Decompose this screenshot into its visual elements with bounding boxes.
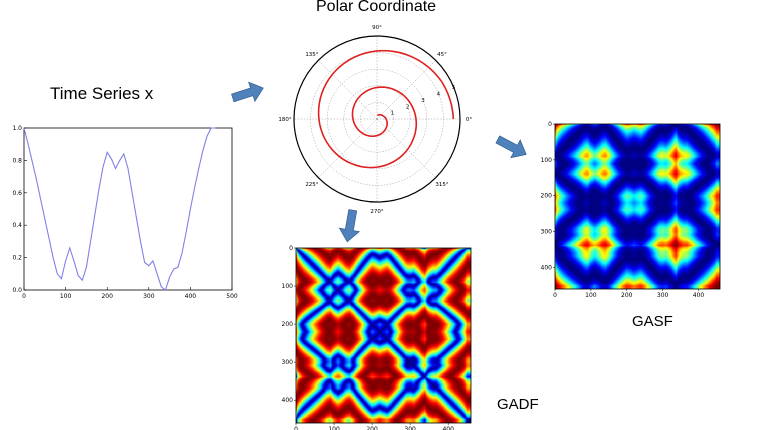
y-tick-label: 200 [541, 193, 553, 200]
x-tick-label: 200 [101, 293, 113, 300]
polar-spoke [318, 118, 378, 178]
x-tick-label: 100 [585, 292, 597, 299]
x-tick-label: 300 [404, 426, 416, 430]
time-series-line [23, 127, 216, 291]
gasf-image [555, 124, 720, 289]
gasf-caption: GASF [632, 313, 673, 330]
x-tick-label: 400 [693, 292, 705, 299]
x-tick-label: 0 [553, 292, 557, 299]
x-tick-label: 100 [328, 426, 340, 430]
x-tick-label: 200 [621, 292, 633, 299]
polar-caption: Polar Coordinate [316, 0, 437, 15]
x-tick-label: 0 [22, 293, 26, 300]
x-tick-label: 300 [657, 292, 669, 299]
polar-angle-label: 315° [435, 182, 448, 188]
x-tick-label: 400 [185, 293, 197, 300]
polar-grid-circle [360, 102, 394, 136]
time-series-axes-frame [23, 127, 233, 291]
y-tick-label: 100 [541, 157, 553, 164]
y-tick-label: 200 [282, 321, 294, 328]
polar-angle-label: 0° [466, 117, 472, 123]
polar-radial-label: 3 [421, 98, 425, 104]
y-tick-label: 100 [282, 283, 294, 290]
gasf-frame [554, 123, 721, 290]
gadf-caption: GADF [497, 396, 539, 413]
gasf-heatmap: 0 100 200 300 400 0 100 200 300 400 [541, 121, 721, 299]
y-tick-label: 0.4 [12, 222, 22, 229]
gadf-heatmap: 0 100 200 300 400 0 100 200 300 400 [282, 245, 472, 430]
polar-radial-label: 5 [452, 85, 456, 91]
polar-angle-label: 135° [305, 52, 318, 58]
polar-radial-label: 4 [437, 92, 441, 98]
time-series-caption: Time Series x [50, 84, 154, 103]
x-tick-label: 100 [60, 293, 72, 300]
y-tick-label: 400 [541, 264, 553, 271]
arrow-down-icon [338, 209, 361, 243]
polar-angle-label: 225° [305, 182, 318, 188]
polar-angle-label: 45° [437, 52, 447, 58]
polar-spoke [376, 60, 436, 120]
x-tick-label: 400 [442, 426, 454, 430]
x-tick-label: 200 [366, 426, 378, 430]
y-tick-label: 0.0 [12, 287, 22, 294]
x-tick-label: 0 [294, 426, 298, 430]
polar-angle-label: 90° [372, 25, 382, 31]
polar-radial-label: 2 [406, 104, 410, 110]
polar-grid-circle [326, 68, 428, 170]
y-tick-label: 0.8 [12, 157, 22, 164]
gadf-image [296, 248, 471, 423]
y-tick-label: 400 [282, 397, 294, 404]
polar-spoke [318, 60, 378, 120]
polar-angle-label: 270° [370, 209, 383, 215]
gadf-frame [295, 247, 472, 424]
y-tick-label: 300 [541, 229, 553, 236]
y-tick-label: 1.0 [12, 125, 22, 132]
y-tick-label: 0 [289, 245, 293, 252]
x-tick-label: 300 [143, 293, 155, 300]
polar-spoke [376, 118, 436, 178]
arrow-right-icon [231, 81, 264, 103]
y-tick-label: 0 [548, 121, 552, 128]
polar-angle-label: 180° [278, 117, 291, 123]
polar-radial-label: 1 [391, 111, 395, 117]
y-tick-label: 300 [282, 359, 294, 366]
arrow-right-icon [495, 135, 527, 159]
x-tick-label: 500 [226, 293, 238, 300]
time-series-plot: 0 100 200 300 400 500 0.0 0.2 0.4 0.6 0.8 1.0 [12, 125, 238, 300]
polar-coordinate-plot: 0° 45° 90° 135° 180° 225° 270° 315° 1 2 3 4 5 [278, 25, 472, 215]
polar-trajectory-line [317, 49, 455, 169]
y-tick-label: 0.6 [12, 190, 22, 197]
y-tick-label: 0.2 [12, 255, 22, 262]
